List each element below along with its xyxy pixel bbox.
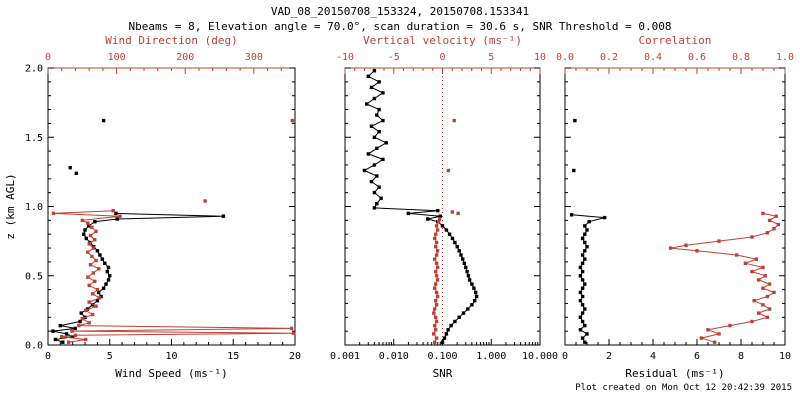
svg-text:Vertical velocity (ms⁻¹): Vertical velocity (ms⁻¹): [363, 34, 522, 47]
svg-text:0.8: 0.8: [732, 52, 750, 63]
y-axis-title: z (km AGL): [4, 173, 17, 239]
svg-text:0: 0: [45, 52, 51, 63]
panel-residual: 0 2 4 6 8 10 Residual (ms⁻¹) 0.0 0.2 0.4 0.6 0.8 1.0…: [556, 34, 794, 380]
plot-subtitle: Nbeams = 8, Elevation angle = 70.0°, sca…: [128, 20, 672, 33]
plot-title: VAD_08_20150708_153324, 20150708.153341: [270, 5, 530, 18]
svg-text:0.0: 0.0: [556, 52, 574, 63]
svg-text:6: 6: [694, 351, 700, 362]
svg-text:10: 10: [165, 351, 177, 362]
svg-text:5: 5: [107, 351, 113, 362]
svg-text:4: 4: [650, 351, 656, 362]
svg-text:2: 2: [606, 351, 612, 362]
svg-text:Wind Direction (deg): Wind Direction (deg): [105, 34, 237, 47]
plot-footer-timestamp: Plot created on Mon Oct 12 20:42:39 2015: [575, 383, 792, 393]
svg-text:1.000: 1.000: [476, 351, 506, 362]
svg-text:0.6: 0.6: [688, 52, 706, 63]
svg-text:1.5: 1.5: [25, 133, 43, 144]
series-snr_profile: [363, 70, 478, 343]
svg-text:5: 5: [488, 52, 494, 63]
svg-text:0: 0: [45, 351, 51, 362]
series-correlation: [670, 212, 780, 343]
svg-text:0.0: 0.0: [25, 341, 43, 352]
svg-text:0: 0: [439, 52, 445, 63]
svg-text:15: 15: [227, 351, 239, 362]
svg-text:100: 100: [108, 52, 126, 63]
svg-text:Wind Speed (ms⁻¹): Wind Speed (ms⁻¹): [115, 367, 228, 380]
series-residual_profile: [571, 214, 605, 343]
svg-text:10: 10: [534, 52, 546, 63]
svg-text:0.2: 0.2: [600, 52, 618, 63]
svg-text:2.0: 2.0: [25, 64, 43, 75]
svg-text:20: 20: [289, 351, 301, 362]
svg-text:1.0: 1.0: [25, 202, 43, 213]
svg-text:0.100: 0.100: [427, 351, 457, 362]
svg-text:1.0: 1.0: [776, 52, 794, 63]
svg-text:200: 200: [176, 52, 194, 63]
svg-text:0.001: 0.001: [330, 351, 360, 362]
svg-text:Residual (ms⁻¹): Residual (ms⁻¹): [625, 367, 724, 380]
svg-text:8: 8: [738, 351, 744, 362]
svg-text:0.4: 0.4: [644, 52, 662, 63]
svg-text:300: 300: [245, 52, 263, 63]
panel-snr: 0.001 0.010 0.100 1.000 10.000 SNR -10 -5 0 5 10 Ve…: [330, 34, 558, 380]
svg-text:-10: -10: [336, 52, 354, 63]
svg-text:0.010: 0.010: [379, 351, 409, 362]
svg-text:0.5: 0.5: [25, 271, 43, 282]
svg-text:-5: -5: [388, 52, 400, 63]
svg-text:Correlation: Correlation: [639, 34, 712, 47]
svg-text:0: 0: [562, 351, 568, 362]
svg-text:10.000: 10.000: [522, 351, 558, 362]
svg-text:10: 10: [779, 351, 791, 362]
svg-text:SNR: SNR: [433, 367, 453, 380]
